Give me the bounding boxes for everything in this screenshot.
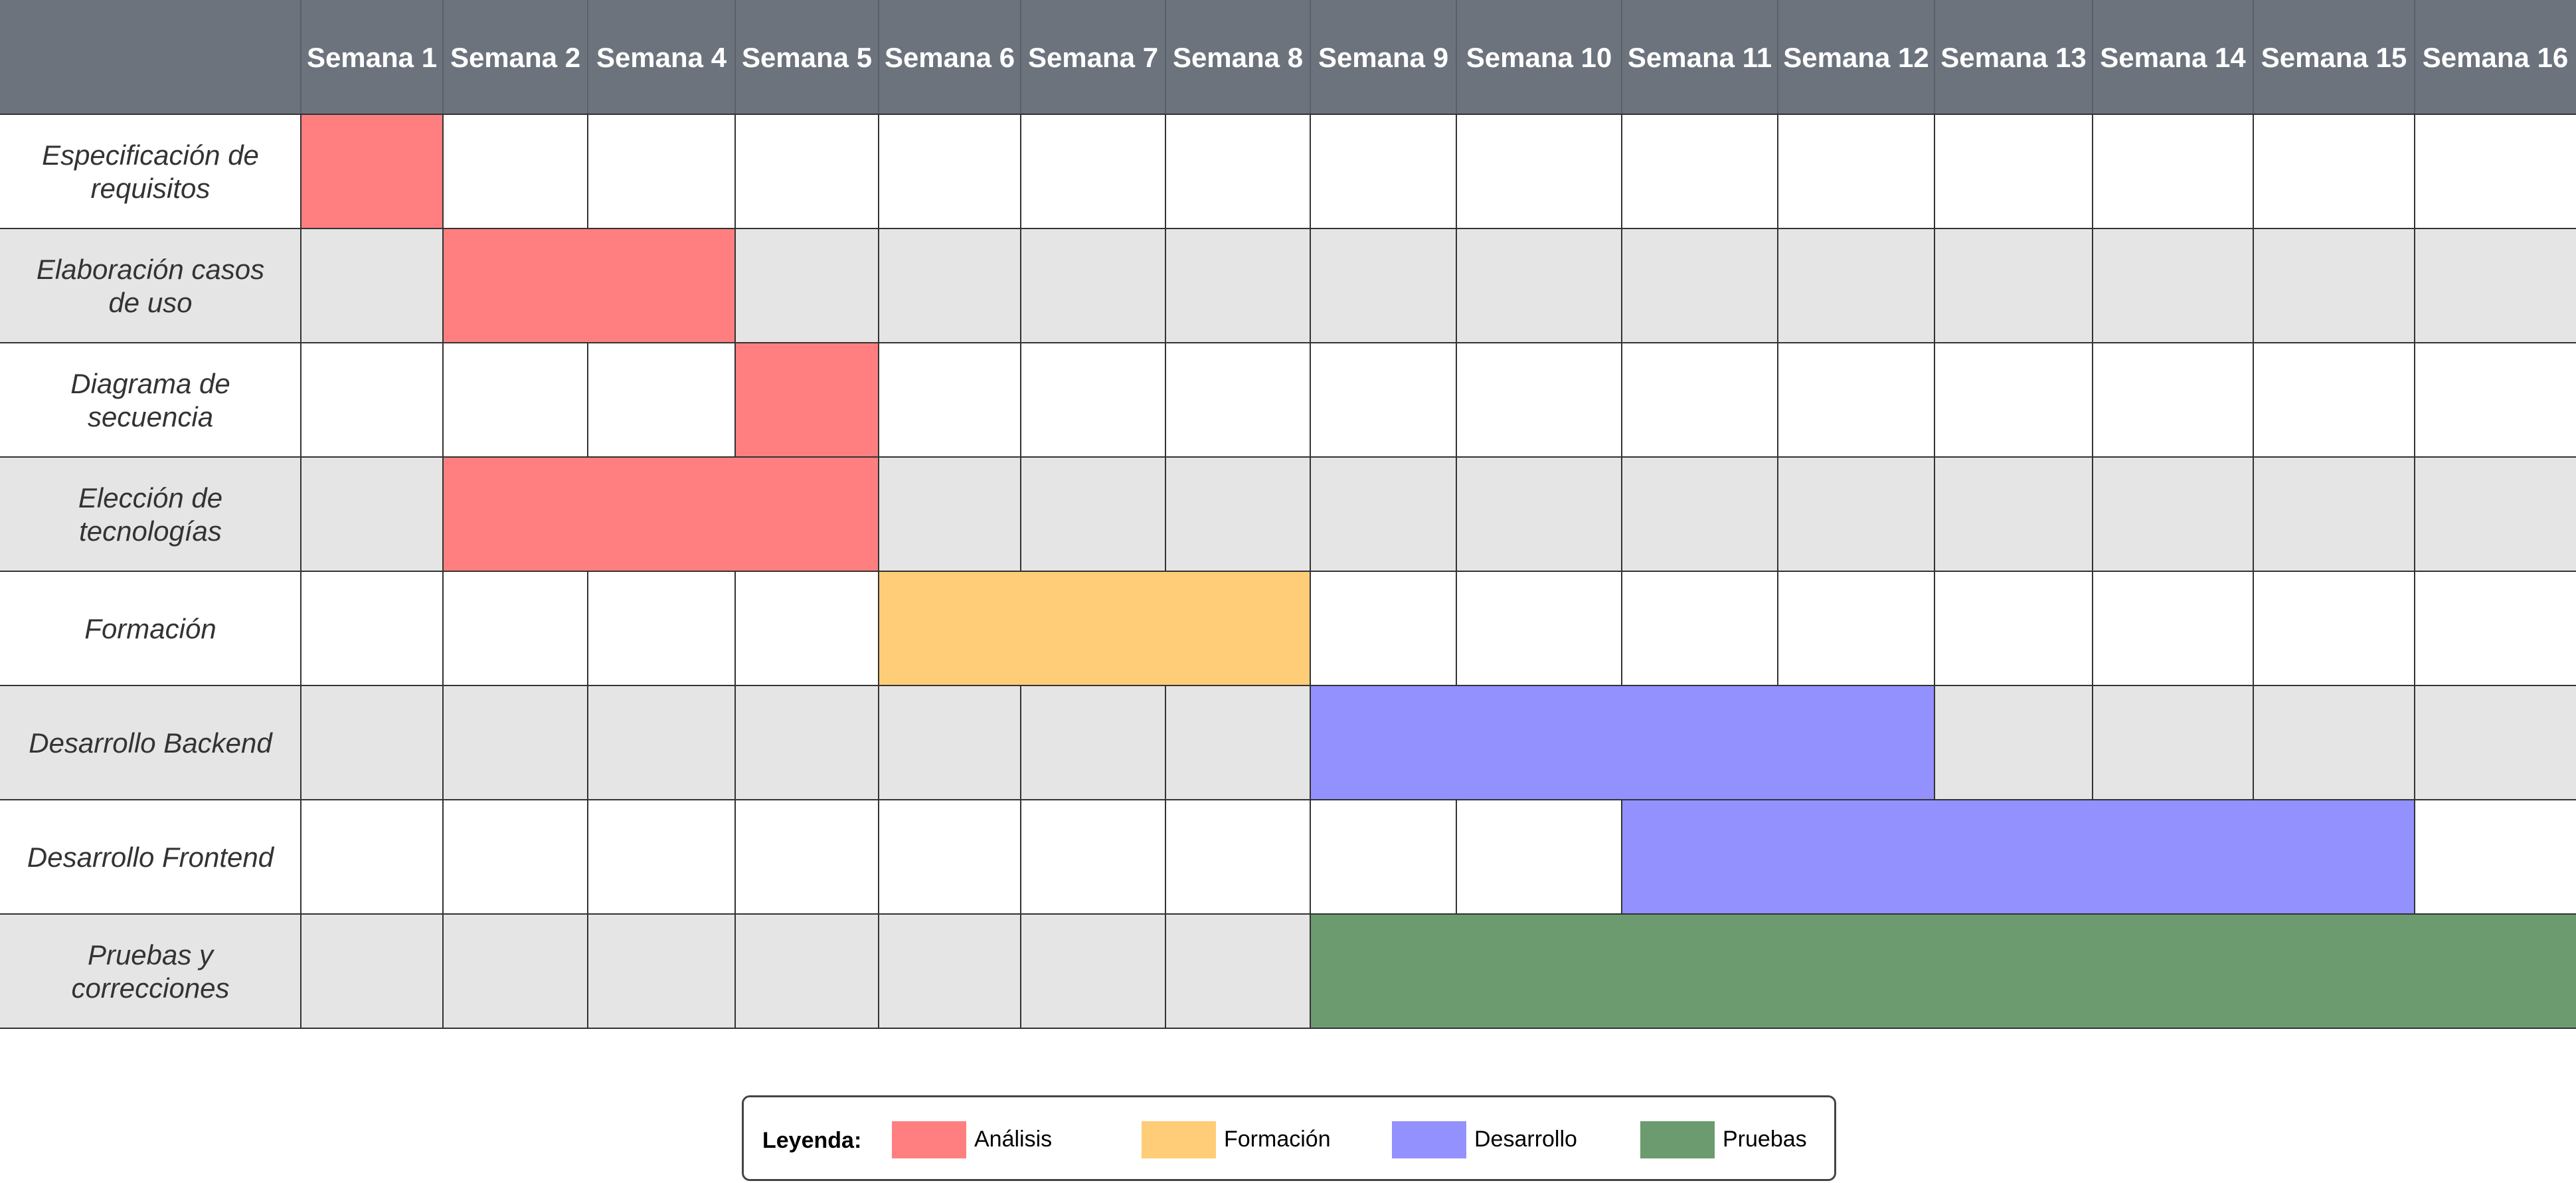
task-bar	[1310, 914, 2576, 1028]
legend-swatch	[892, 1121, 966, 1158]
task-label-line: secuencia	[88, 401, 213, 432]
week-header: Semana 4	[596, 42, 727, 73]
task-label-line: Diagrama de	[70, 368, 230, 399]
legend-swatch	[1640, 1121, 1715, 1158]
task-label-line: tecnologías	[79, 515, 222, 547]
task-bar	[443, 457, 879, 571]
week-header: Semana 13	[1940, 42, 2086, 73]
task-label: Pruebas y correcciones	[71, 939, 229, 1004]
week-header: Semana 10	[1466, 42, 1612, 73]
task-label: Desarrollo Backend	[29, 727, 273, 759]
week-header: Semana 15	[2261, 42, 2407, 73]
task-label: Elaboración casos de uso	[37, 254, 264, 318]
gantt-chart: Semana 1 Semana 2 Semana 4 Semana 5 Semana 6…	[0, 0, 2576, 1029]
week-header: Semana 14	[2100, 42, 2246, 73]
task-label-line: Pruebas y	[88, 939, 215, 970]
task-label: Diagrama de secuencia	[70, 368, 230, 432]
task-label-line: Especificación de	[42, 139, 259, 171]
legend: Leyenda: Análisis Formación Desarrollo P…	[742, 1095, 1836, 1181]
legend-swatch	[1142, 1121, 1216, 1158]
table-row	[0, 685, 2576, 800]
table-row	[0, 228, 2576, 343]
legend-label: Pruebas	[1723, 1127, 1807, 1152]
week-header: Semana 9	[1318, 42, 1448, 73]
week-header: Semana 16	[2423, 42, 2568, 73]
header-row	[0, 0, 2576, 114]
week-header: Semana 5	[742, 42, 872, 73]
week-header: Semana 7	[1028, 42, 1158, 73]
week-header: Semana 11	[1628, 42, 1772, 73]
legend-swatch	[1392, 1121, 1466, 1158]
task-bar	[735, 343, 879, 457]
task-bar	[1622, 800, 2415, 914]
task-label-line: Desarrollo Frontend	[27, 842, 275, 873]
task-label-line: de uso	[108, 287, 192, 318]
task-bar	[879, 571, 1310, 685]
week-header: Semana 1	[307, 42, 437, 73]
task-bar	[301, 114, 443, 228]
task-label-line: Desarrollo Backend	[29, 727, 273, 759]
task-label-line: correcciones	[71, 972, 229, 1004]
task-label: Formación	[84, 613, 216, 644]
task-label: Especificación de requisitos	[42, 139, 259, 204]
task-bar	[1310, 685, 1934, 800]
week-header: Semana 6	[885, 42, 1015, 73]
task-label: Elección de tecnologías	[78, 482, 222, 547]
legend-title: Leyenda:	[762, 1128, 862, 1153]
week-header: Semana 2	[450, 42, 580, 73]
task-label: Desarrollo Frontend	[27, 842, 275, 873]
legend-label: Desarrollo	[1474, 1127, 1577, 1152]
week-header: Semana 12	[1783, 42, 1929, 73]
week-header: Semana 8	[1173, 42, 1303, 73]
legend-label: Análisis	[974, 1127, 1053, 1152]
table-row	[0, 457, 2576, 571]
task-label-line: Elaboración casos	[37, 254, 264, 285]
table-row	[0, 343, 2576, 457]
task-label-line: Elección de	[78, 482, 222, 513]
task-label-line: requisitos	[91, 173, 211, 204]
task-label-line: Formación	[84, 613, 216, 644]
legend-label: Formación	[1224, 1127, 1331, 1152]
task-bar	[443, 228, 735, 343]
